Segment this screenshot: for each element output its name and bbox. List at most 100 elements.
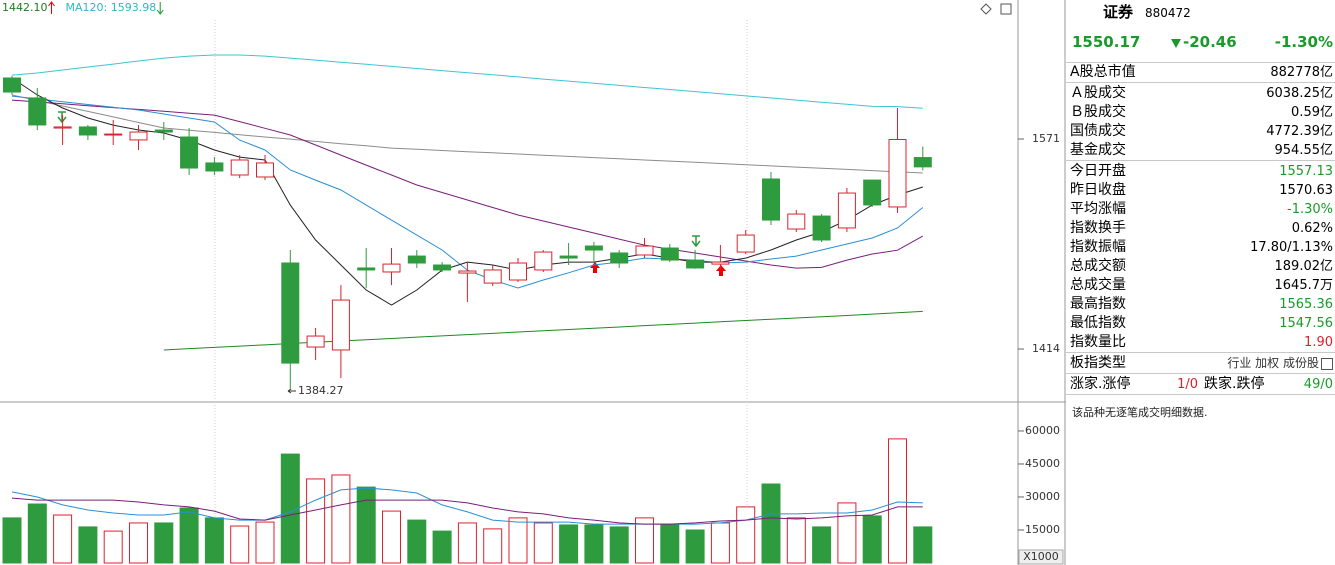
volume-bar xyxy=(53,514,73,564)
volume-bar xyxy=(761,483,781,564)
row-label: 今日开盘 xyxy=(1070,163,1126,179)
low-label: 1384.27 xyxy=(298,384,344,397)
row-value: 1/0 xyxy=(1177,377,1198,392)
row-label: 总成交量 xyxy=(1070,277,1126,293)
separator xyxy=(1066,160,1335,161)
volume-bar xyxy=(786,517,806,564)
candle-body xyxy=(483,269,502,284)
candle-body xyxy=(154,129,173,133)
volume-bar xyxy=(483,528,503,564)
volume-bar xyxy=(635,517,654,564)
row-value: 49/0 xyxy=(1303,377,1333,392)
row-label: 昨日收盘 xyxy=(1070,182,1126,198)
candle-body xyxy=(433,264,452,271)
row-label: 平均涨幅 xyxy=(1070,201,1126,217)
y-tick-label: 60000 xyxy=(1025,424,1060,437)
volume-bar xyxy=(837,502,857,564)
candle-body xyxy=(559,255,578,259)
candle-body xyxy=(53,126,72,129)
panel-code: 880472 xyxy=(1145,6,1191,20)
signal-sell xyxy=(57,111,67,124)
icon-diamond[interactable] xyxy=(980,3,992,15)
change-pct: -1.30% xyxy=(1274,33,1333,51)
row-value: 1.90 xyxy=(1304,335,1333,350)
volume-bar xyxy=(2,517,22,564)
candle-body xyxy=(230,159,249,176)
y-tick-label: 1414 xyxy=(1032,342,1060,355)
row-value: 17.80/1.13% xyxy=(1250,240,1333,255)
volume-bar xyxy=(382,510,401,564)
separator xyxy=(1066,394,1335,395)
candle-body xyxy=(458,270,477,274)
candle-body xyxy=(306,335,325,348)
low-pointer xyxy=(287,388,296,394)
candle-body xyxy=(584,245,603,251)
volume-bar xyxy=(306,478,326,564)
candle-body xyxy=(635,245,654,256)
volume-bar xyxy=(609,526,629,564)
candle-body xyxy=(888,138,907,208)
row-value: -1.30% xyxy=(1287,202,1333,217)
y-tick-label: 15000 xyxy=(1025,523,1060,536)
row-value: 0.59亿 xyxy=(1291,105,1333,120)
volume-bar xyxy=(204,517,224,564)
row-label: 指数振幅 xyxy=(1070,239,1126,255)
candle-body xyxy=(104,133,123,136)
candle-body xyxy=(534,251,553,271)
candle-body xyxy=(357,267,376,271)
candle-body xyxy=(812,215,831,241)
panel-title: 证券 xyxy=(1103,3,1134,21)
volume-bar xyxy=(331,474,351,564)
candle-body xyxy=(78,126,97,136)
note: 该品种无逐笔成交明细数据. xyxy=(1072,406,1208,419)
volume-bar xyxy=(584,524,604,564)
ma-line xyxy=(11,54,923,109)
volume-bar xyxy=(103,530,123,564)
candle-body xyxy=(205,162,224,172)
signal-buy xyxy=(590,262,600,273)
row-label: Ｂ股成交 xyxy=(1070,104,1126,120)
row-value: 1645.7万 xyxy=(1274,278,1334,293)
volume-bar xyxy=(710,522,730,564)
candle-body xyxy=(3,77,21,93)
row-value: 1570.63 xyxy=(1279,183,1333,198)
row-value: 882778亿 xyxy=(1270,65,1333,80)
ma-line xyxy=(163,310,923,351)
volume-bar xyxy=(432,530,452,564)
ma-line xyxy=(11,99,924,269)
candle-body xyxy=(382,263,401,273)
row-label: 板指类型 xyxy=(1070,355,1126,371)
volume-bar xyxy=(559,524,579,564)
candle-body xyxy=(787,213,806,230)
volume-bar xyxy=(356,486,376,564)
row-value: 954.55亿 xyxy=(1274,143,1334,158)
sector-value: 行业 加权 成份股 xyxy=(1227,356,1319,370)
row-label: 指数量比 xyxy=(1070,334,1126,350)
candle-body xyxy=(762,178,780,221)
info-panel: 证券 880472 1550.17 -20.46 -1.30% A股总市值 882… xyxy=(1066,0,1335,565)
row-label: 国债成交 xyxy=(1070,123,1126,139)
icon-box[interactable] xyxy=(1000,3,1012,15)
volume-bar xyxy=(685,529,705,564)
row-value: 1547.56 xyxy=(1279,316,1333,331)
legend-arrow xyxy=(48,1,55,14)
row-label: 涨家.涨停 xyxy=(1070,376,1131,392)
row-label: 总成交额 xyxy=(1070,258,1126,274)
candle-body xyxy=(863,179,882,206)
candle-body xyxy=(837,192,856,229)
y-tick-label: 45000 xyxy=(1025,457,1060,470)
volume-bar xyxy=(888,438,907,564)
legend-text: MA120: 1593.98 xyxy=(66,1,157,14)
volume-bar xyxy=(508,517,528,564)
candle-body xyxy=(509,262,527,281)
candle-body xyxy=(660,247,679,261)
candle-body xyxy=(610,252,629,264)
volume-ma-line xyxy=(11,497,923,525)
separator xyxy=(1066,62,1335,63)
down-triangle xyxy=(1171,39,1181,48)
candle-body xyxy=(28,97,47,126)
row-label: 最低指数 xyxy=(1070,315,1126,331)
row-value: 4772.39亿 xyxy=(1266,124,1333,139)
candle-body xyxy=(331,299,350,351)
change: -20.46 xyxy=(1183,33,1237,51)
